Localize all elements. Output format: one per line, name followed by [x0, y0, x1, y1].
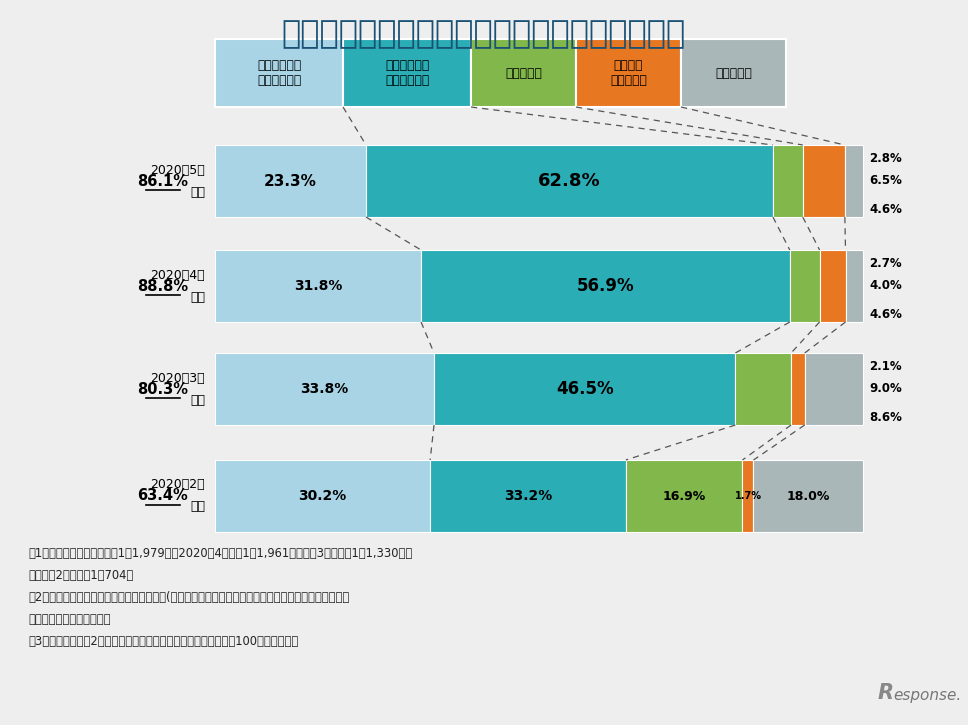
Text: 2.1%: 2.1%: [869, 360, 901, 373]
Bar: [215, 145, 366, 217]
Text: 88.8%: 88.8%: [137, 278, 189, 294]
Text: 63.4%: 63.4%: [137, 489, 189, 503]
Bar: [802, 145, 845, 217]
Text: 23.3%: 23.3%: [264, 173, 317, 189]
Text: 調査: 調査: [190, 291, 205, 304]
Text: 影響はない: 影響はない: [505, 67, 542, 80]
Text: R: R: [878, 683, 894, 703]
Text: 注1：母数は、有効回答企業1万1,979社。2020年4月調査1万1,961社、同年3月調査は1万1,330社、: 注1：母数は、有効回答企業1万1,979社。2020年4月調査1万1,961社、…: [28, 547, 412, 560]
Bar: [845, 145, 863, 217]
Text: 6.5%: 6.5%: [869, 173, 902, 186]
Bar: [215, 353, 434, 425]
Text: 今後マイナス
の影響がある: 今後マイナス の影響がある: [385, 59, 429, 87]
Bar: [434, 353, 736, 425]
Bar: [681, 39, 786, 107]
Text: 1.7%: 1.7%: [735, 491, 762, 501]
Text: 31.8%: 31.8%: [294, 279, 343, 293]
Bar: [215, 250, 421, 322]
Bar: [421, 250, 790, 322]
Bar: [804, 353, 863, 425]
Text: プラスの
影響がある: プラスの 影響がある: [610, 59, 647, 87]
Bar: [215, 460, 430, 532]
Text: 2020年4月: 2020年4月: [150, 268, 205, 281]
Text: 30.2%: 30.2%: [298, 489, 347, 503]
Text: ある」の合計）の割合: ある」の合計）の割合: [28, 613, 110, 626]
Text: 2.8%: 2.8%: [869, 152, 902, 165]
Text: 4.0%: 4.0%: [869, 278, 902, 291]
Text: 2020年5月: 2020年5月: [150, 164, 205, 176]
Text: 注2：下線の値は『マイナスの影響がある』(「既にマイナスの影響がある」と「今後マイナスの影響が: 注2：下線の値は『マイナスの影響がある』(「既にマイナスの影響がある」と「今後マ…: [28, 591, 349, 604]
Bar: [845, 250, 863, 322]
Text: 46.5%: 46.5%: [556, 380, 614, 398]
Text: 2.7%: 2.7%: [869, 257, 901, 270]
Bar: [576, 39, 681, 107]
Text: 33.8%: 33.8%: [300, 382, 348, 396]
Text: 既にマイナス
の影響がある: 既にマイナス の影響がある: [257, 59, 301, 87]
Text: 9.0%: 9.0%: [869, 381, 902, 394]
Bar: [343, 39, 471, 107]
Text: esponse.: esponse.: [893, 688, 961, 703]
Bar: [430, 460, 626, 532]
Text: 62.8%: 62.8%: [538, 172, 601, 190]
Text: 注3：小数点以下第2位を四捨五入しているため、合計は必ずしも100とはならない: 注3：小数点以下第2位を四捨五入しているため、合計は必ずしも100とはならない: [28, 635, 298, 648]
Bar: [215, 39, 343, 107]
Text: 調査: 調査: [190, 500, 205, 513]
Bar: [772, 145, 802, 217]
Bar: [471, 39, 576, 107]
Text: 86.1%: 86.1%: [137, 173, 189, 189]
Text: 4.6%: 4.6%: [869, 307, 902, 320]
Text: 80.3%: 80.3%: [137, 381, 189, 397]
Bar: [791, 353, 804, 425]
Bar: [820, 250, 845, 322]
Text: 2020年2月: 2020年2月: [150, 478, 205, 492]
Text: 56.9%: 56.9%: [577, 277, 634, 295]
Bar: [753, 460, 863, 532]
Text: 2020年3月: 2020年3月: [150, 371, 205, 384]
Text: 4.6%: 4.6%: [869, 202, 902, 215]
Text: 分からない: 分からない: [715, 67, 752, 80]
Text: 新型コロナウイルス感染症による業績への影響: 新型コロナウイルス感染症による業績への影響: [282, 20, 686, 51]
Text: 18.0%: 18.0%: [787, 489, 830, 502]
Bar: [790, 250, 820, 322]
Text: 16.9%: 16.9%: [662, 489, 706, 502]
Bar: [366, 145, 772, 217]
Text: 同年2月調査は1万704社: 同年2月調査は1万704社: [28, 569, 134, 582]
Bar: [736, 353, 791, 425]
Text: 調査: 調査: [190, 394, 205, 407]
Text: 8.6%: 8.6%: [869, 410, 902, 423]
Text: 調査: 調査: [190, 186, 205, 199]
Text: 33.2%: 33.2%: [504, 489, 552, 503]
Bar: [626, 460, 742, 532]
Bar: [742, 460, 753, 532]
